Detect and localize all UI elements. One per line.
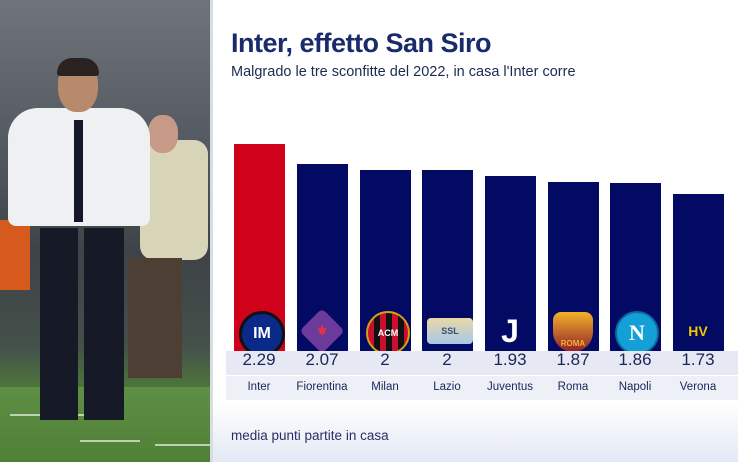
photo-background-legs [128,258,182,378]
coach-hair [57,58,99,76]
photo-background-head [148,115,178,153]
roma-crest-icon: ROMA [553,312,593,352]
label-napoli: Napoli [618,381,652,393]
labels-band [226,376,738,400]
values-band [226,351,738,375]
value-juventus: 1.93 [493,350,527,369]
label-milan: Milan [371,381,399,393]
value-lazio: 2 [442,350,452,369]
bar-verona [673,194,724,351]
chart-footnote: media punti partite in casa [231,428,389,443]
panel-divider [210,0,213,462]
bar-juventus [485,176,536,351]
coach-tie [74,120,83,222]
juventus-crest-icon: J [501,312,519,349]
pitch-line [80,440,140,442]
label-verona: Verona [679,381,717,393]
label-fiorentina: Fiorentina [296,381,348,393]
lazio-crest-icon: SSL [427,318,473,344]
milan-crest-icon: ACM [366,311,410,355]
chart-title: Inter, effetto San Siro [231,28,492,58]
pitch-line [155,444,210,446]
napoli-crest-icon: N [615,311,659,355]
chart-subtitle: Malgrado le tre sconfitte del 2022, in c… [231,64,576,80]
coach-leg [40,228,78,420]
value-napoli: 1.86 [618,350,652,369]
value-fiorentina: 2.07 [305,350,339,369]
value-milan: 2 [380,350,390,369]
label-juventus: Juventus [486,381,534,393]
value-inter: 2.29 [242,350,276,369]
label-inter: Inter [247,381,271,393]
footer-band [213,402,738,462]
value-verona: 1.73 [681,350,715,369]
coach-photo [0,0,210,462]
label-lazio: Lazio [433,381,461,393]
verona-crest-icon: HV [688,323,708,339]
label-roma: Roma [557,381,589,393]
photo-background-staff [0,220,30,290]
coach-leg [84,228,124,420]
photo-background-person [140,140,208,260]
value-roma: 1.87 [556,350,590,369]
